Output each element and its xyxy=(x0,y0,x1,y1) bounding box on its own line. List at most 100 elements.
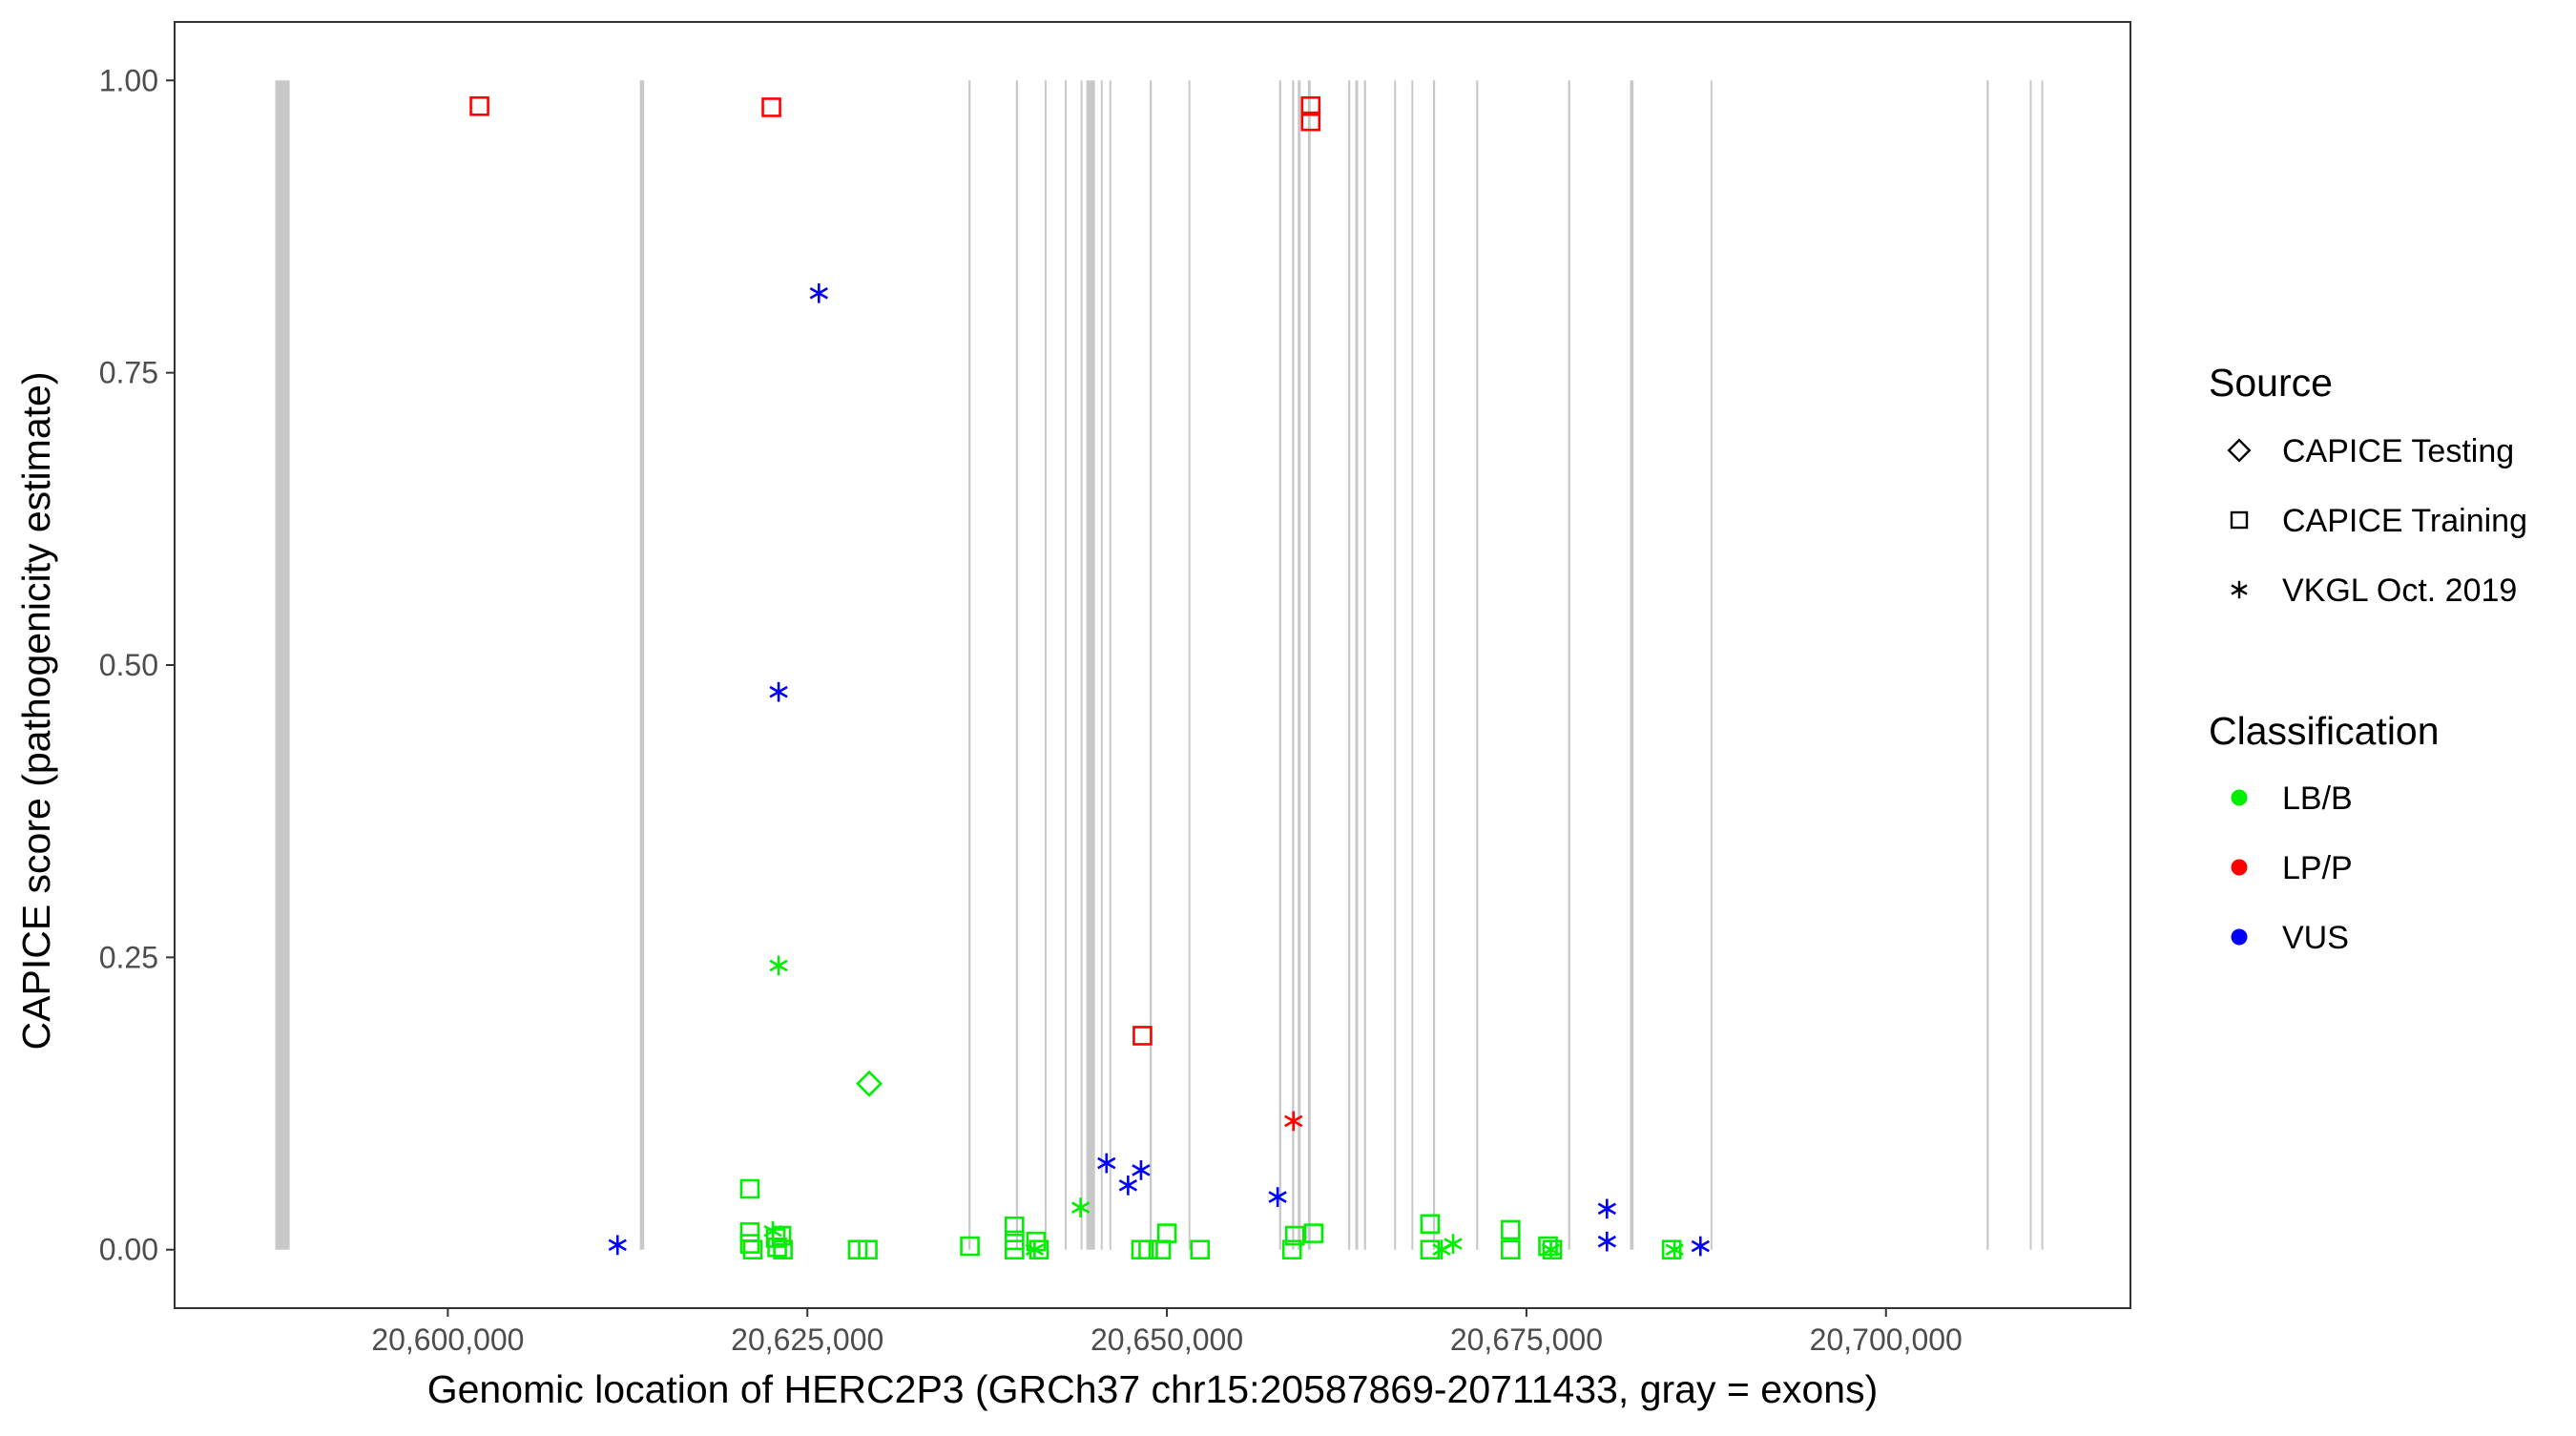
x-tick-label-5: 20,700,000 xyxy=(1810,1322,1963,1357)
exon-band-19 xyxy=(1363,80,1366,1250)
legend-class-key-1 xyxy=(2231,789,2248,806)
data-point-46 xyxy=(1420,1214,1441,1235)
data-point-28 xyxy=(773,1239,793,1260)
exon-band-21 xyxy=(1411,80,1414,1250)
exon-band-22 xyxy=(1432,80,1436,1250)
legend-source-label-3: VKGL Oct. 2019 xyxy=(2282,572,2517,609)
y-tick-label-2: 0.25 xyxy=(99,940,158,974)
y-tick-label-3: 0.50 xyxy=(99,648,158,682)
data-point-34 xyxy=(1004,1239,1025,1260)
data-point-19 xyxy=(739,1178,760,1199)
data-point-31 xyxy=(960,1236,980,1257)
legend-class-label-1: LB/B xyxy=(2282,780,2353,817)
data-point-17 xyxy=(769,955,788,976)
data-point-50 xyxy=(1501,1219,1521,1240)
data-point-42 xyxy=(1190,1239,1211,1260)
exon-band-16 xyxy=(1307,80,1311,1250)
data-point-11 xyxy=(1132,1160,1151,1180)
legend-source-label-1: CAPICE Testing xyxy=(2282,433,2514,469)
data-point-5 xyxy=(1132,1026,1153,1046)
data-point-16 xyxy=(1691,1236,1710,1257)
exon-band-12 xyxy=(1188,80,1191,1250)
data-point-12 xyxy=(1118,1175,1138,1196)
data-point-9 xyxy=(608,1235,627,1256)
data-point-23 xyxy=(742,1239,763,1260)
data-point-41 xyxy=(1156,1223,1177,1243)
axis-layer: 0.00 0.25 0.50 0.75 1.00 20,600,000 20,625,000… xyxy=(99,63,1963,1357)
data-point-29 xyxy=(847,1239,868,1260)
exon-band-2 xyxy=(639,80,645,1250)
exon-band-25 xyxy=(1630,80,1634,1250)
data-point-27 xyxy=(767,1237,787,1258)
exon-band-18 xyxy=(1355,80,1359,1250)
x-axis-title: Genomic location of HERC2P3 (GRCh37 chr1… xyxy=(427,1367,1879,1411)
exon-band-27 xyxy=(1986,80,1989,1250)
data-point-22 xyxy=(739,1234,760,1254)
data-point-47 xyxy=(1420,1239,1441,1260)
data-point-32 xyxy=(1004,1216,1025,1237)
data-point-30 xyxy=(858,1239,878,1260)
exon-band-14 xyxy=(1292,80,1295,1250)
exon-band-7 xyxy=(1080,80,1083,1250)
exon-band-9 xyxy=(1100,80,1103,1250)
data-point-15 xyxy=(1597,1231,1616,1252)
legend-source-key-1 xyxy=(2227,438,2252,463)
exon-band-6 xyxy=(1065,80,1068,1250)
exon-band-20 xyxy=(1394,80,1397,1250)
exon-band-10 xyxy=(1109,80,1111,1250)
legend-class-label-3: VUS xyxy=(2282,920,2349,956)
legend-classification-title: Classification xyxy=(2209,709,2440,753)
legend-source-title: Source xyxy=(2209,361,2333,405)
exon-band-17 xyxy=(1348,80,1351,1250)
x-tick-label-3: 20,650,000 xyxy=(1091,1322,1243,1357)
legend-class-key-2 xyxy=(2231,859,2248,876)
x-tick-label-1: 20,600,000 xyxy=(371,1322,524,1357)
data-point-49 xyxy=(1444,1234,1463,1254)
y-tick-label-1: 0.00 xyxy=(99,1233,158,1267)
data-point-43 xyxy=(1281,1239,1302,1260)
data-point-36 xyxy=(1025,1239,1045,1260)
data-point-37 xyxy=(1028,1239,1049,1260)
exon-band-24 xyxy=(1568,80,1570,1250)
data-point-6 xyxy=(1284,1111,1303,1132)
exon-band-8 xyxy=(1086,80,1095,1250)
exon-band-23 xyxy=(1476,80,1479,1250)
data-point-44 xyxy=(1284,1225,1305,1246)
legend-class-label-2: LP/P xyxy=(2282,850,2353,886)
data-point-10 xyxy=(1097,1153,1116,1174)
data-point-7 xyxy=(809,282,828,303)
legend: Source Classification CAPICE Testing CAPI… xyxy=(2209,361,2527,956)
exon-band-3 xyxy=(968,80,971,1250)
data-point-20 xyxy=(1070,1197,1091,1217)
exon-band-4 xyxy=(1015,80,1019,1250)
data-point-39 xyxy=(1138,1239,1158,1260)
data-point-8 xyxy=(769,681,788,702)
exon-band-11 xyxy=(1149,80,1153,1250)
x-tick-label-2: 20,625,000 xyxy=(731,1322,883,1357)
data-point-3 xyxy=(1300,95,1321,116)
y-axis-title: CAPICE score (pathogenicity estimate) xyxy=(14,372,58,1051)
data-point-45 xyxy=(1303,1223,1324,1243)
y-tick-label-5: 1.00 xyxy=(99,63,158,97)
exon-layer xyxy=(275,80,2044,1250)
data-point-1 xyxy=(469,95,489,116)
data-point-54 xyxy=(1541,1239,1561,1260)
data-point-4 xyxy=(1300,111,1321,132)
exon-band-1 xyxy=(275,80,290,1250)
legend-class-key-3 xyxy=(2231,928,2248,946)
exon-band-26 xyxy=(1710,80,1713,1250)
legend-source-key-2 xyxy=(2230,510,2249,530)
data-point-56 xyxy=(1665,1239,1684,1260)
data-point-26 xyxy=(771,1225,792,1246)
exon-band-15 xyxy=(1298,80,1301,1250)
y-tick-label-4: 0.75 xyxy=(99,356,158,390)
data-point-2 xyxy=(761,97,781,117)
exon-band-28 xyxy=(2029,80,2032,1250)
data-point-53 xyxy=(1542,1239,1563,1260)
exon-band-5 xyxy=(1044,80,1047,1250)
exon-band-29 xyxy=(2041,80,2044,1250)
legend-source-label-2: CAPICE Training xyxy=(2282,503,2527,539)
